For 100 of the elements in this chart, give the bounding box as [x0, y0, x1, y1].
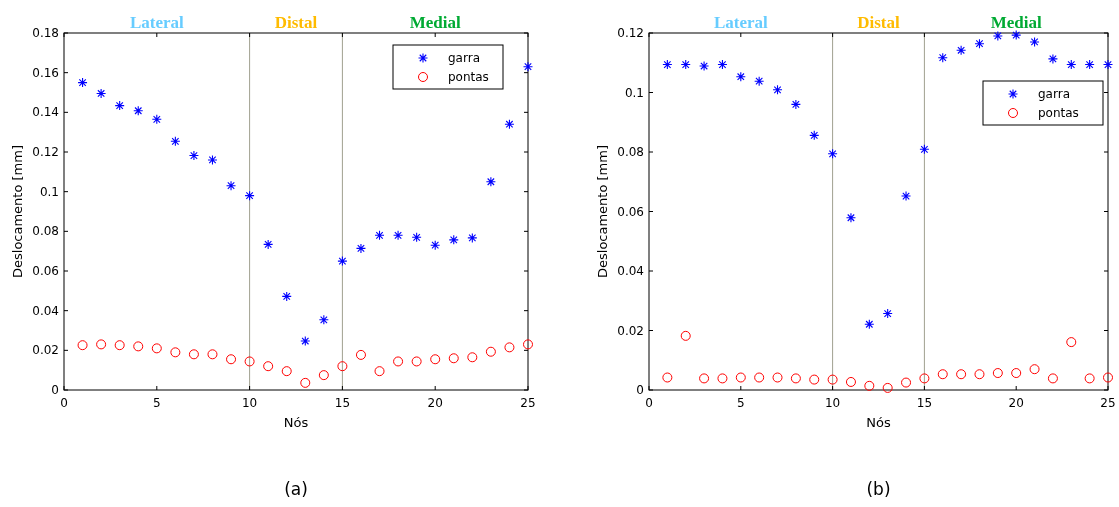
- text: Medial: [409, 13, 461, 32]
- point: [845, 212, 857, 223]
- point: [393, 356, 404, 367]
- point: [882, 308, 893, 319]
- x-tick-label: 25: [1100, 396, 1116, 410]
- text: Distal: [274, 13, 318, 32]
- point: [717, 59, 728, 70]
- point: [790, 99, 801, 110]
- point: [170, 347, 181, 358]
- point: [1047, 373, 1058, 384]
- point: [430, 240, 441, 251]
- point: [96, 339, 107, 350]
- point: [337, 361, 348, 372]
- point: [430, 354, 441, 365]
- y-tick-label: 0.02: [32, 343, 59, 358]
- x-tick-label: 0: [60, 396, 68, 410]
- point: [1084, 59, 1095, 70]
- point: [699, 373, 710, 384]
- x-tick-label: 15: [334, 396, 351, 410]
- y-tick-label: 0.14: [32, 105, 59, 120]
- point: [937, 52, 948, 63]
- point: [467, 232, 478, 243]
- point: [1047, 53, 1058, 64]
- point: [244, 190, 255, 201]
- x-tick-label: 5: [152, 396, 161, 410]
- point: [1084, 373, 1095, 384]
- point: [114, 340, 125, 351]
- point: [281, 291, 292, 302]
- point: [754, 76, 765, 87]
- x-tick-label: 25: [520, 396, 536, 410]
- point: [355, 349, 366, 360]
- point: [393, 230, 404, 241]
- y-axis-title: Deslocamento [mm]: [10, 144, 25, 279]
- point: [974, 369, 985, 380]
- point: [374, 230, 385, 241]
- point: [485, 176, 496, 187]
- y-tick-label: 0.08: [32, 224, 59, 239]
- point: [882, 382, 893, 393]
- point: [864, 380, 875, 391]
- point: [411, 232, 422, 243]
- point: [504, 342, 515, 353]
- point: [680, 59, 691, 70]
- point: [937, 369, 948, 380]
- point: [662, 372, 673, 383]
- point: [225, 180, 237, 191]
- y-tick-label: 0.04: [617, 264, 644, 278]
- point: [735, 71, 746, 82]
- x-tick-label: 10: [241, 396, 258, 410]
- point: [337, 256, 348, 267]
- point: [1066, 59, 1077, 70]
- point: [170, 136, 181, 147]
- point: [188, 349, 199, 360]
- point: [467, 352, 478, 363]
- y-tick-label: 0: [636, 383, 644, 397]
- point: [226, 354, 237, 365]
- point: [845, 376, 856, 387]
- point: [1029, 364, 1040, 375]
- point: [1066, 337, 1077, 348]
- y-tick-label: 0.02: [617, 323, 644, 338]
- point: [77, 77, 88, 88]
- x-tick-label: 15: [916, 396, 933, 410]
- point: [318, 314, 329, 325]
- point: [1011, 368, 1022, 379]
- point: [1029, 36, 1040, 47]
- point: [374, 366, 385, 377]
- x-axis-title: Nós: [866, 415, 891, 430]
- y-tick-label: 0.18: [32, 26, 59, 40]
- point: [662, 59, 673, 70]
- point: [919, 144, 930, 155]
- point: [827, 374, 838, 385]
- legend-label: pontas: [1038, 106, 1079, 120]
- point: [1103, 372, 1113, 383]
- point: [754, 372, 765, 383]
- point: [900, 190, 912, 202]
- point: [207, 154, 218, 165]
- point: [772, 372, 783, 383]
- point: [504, 119, 515, 130]
- point: [992, 368, 1003, 379]
- text: Medial: [990, 13, 1042, 32]
- text: (b): [866, 479, 891, 499]
- point: [411, 356, 422, 367]
- x-tick-label: 5: [736, 396, 745, 410]
- x-tick-label: 0: [645, 396, 653, 410]
- point: [919, 373, 930, 384]
- text: Distal: [857, 13, 901, 32]
- text: (a): [284, 479, 308, 499]
- y-tick-label: 0.06: [32, 264, 59, 278]
- point: [827, 148, 838, 159]
- y-tick-label: 0.12: [32, 145, 59, 159]
- point: [133, 341, 144, 352]
- point: [207, 349, 218, 360]
- point: [717, 373, 728, 384]
- y-tick-label: 0.08: [617, 145, 644, 159]
- text: Lateral: [129, 13, 184, 32]
- point: [790, 373, 801, 384]
- point: [735, 372, 746, 383]
- point: [96, 88, 107, 99]
- point: [244, 356, 255, 367]
- point: [133, 105, 144, 116]
- x-axis-title: Nós: [283, 415, 309, 430]
